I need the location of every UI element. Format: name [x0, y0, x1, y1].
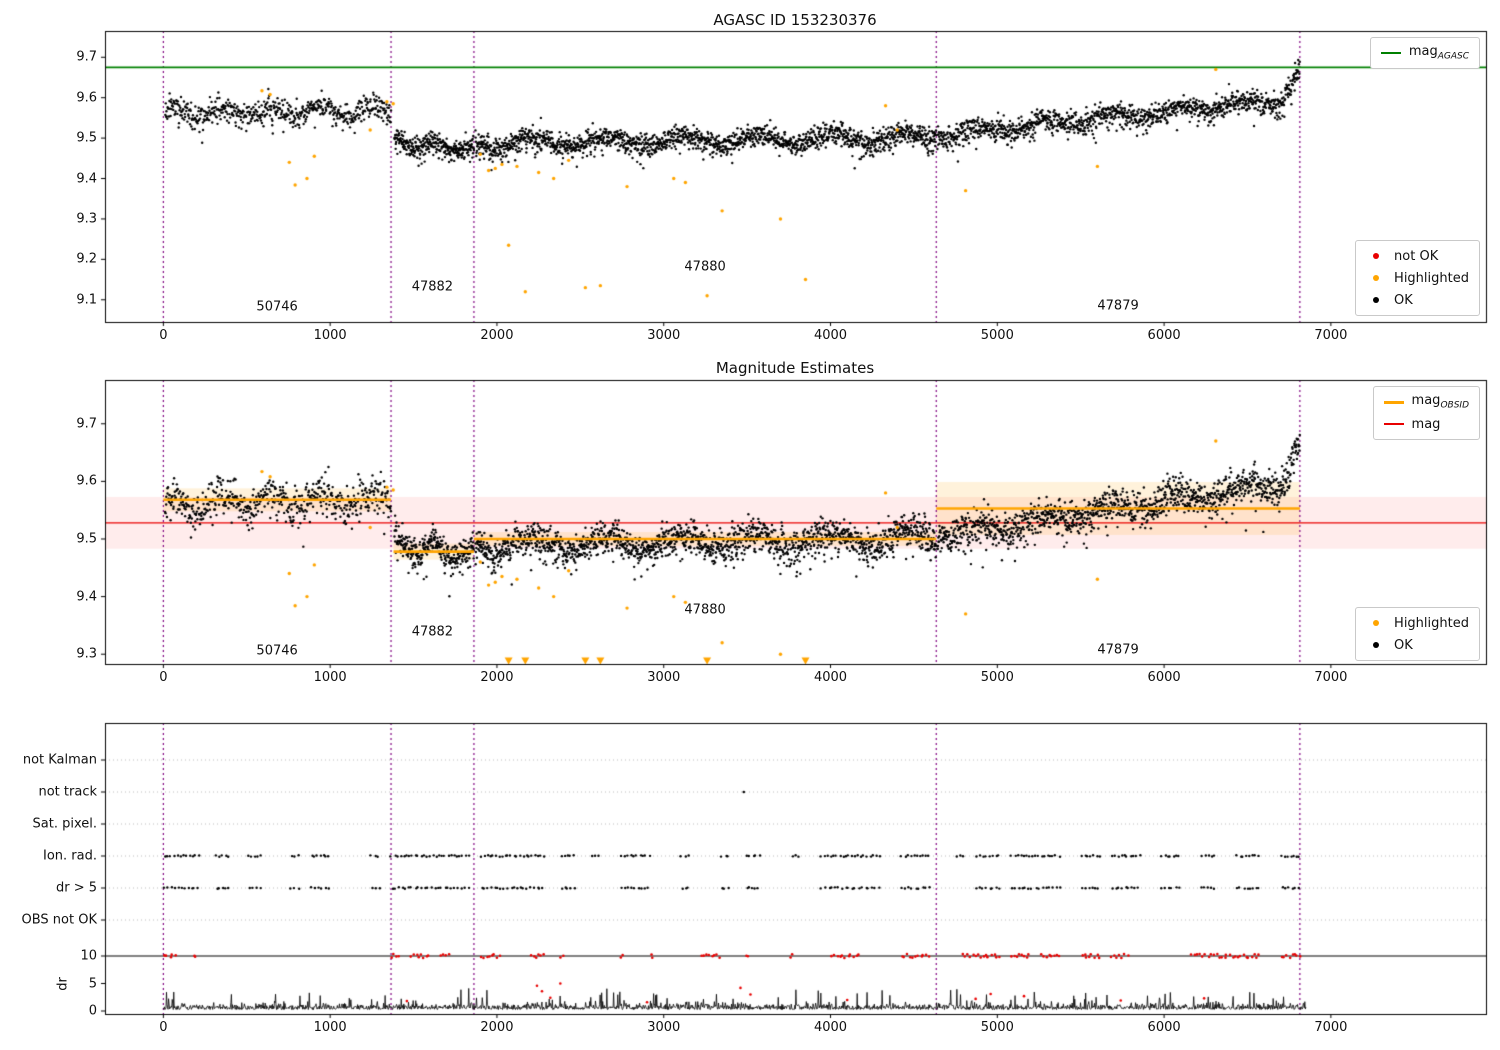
legend-item-highlighted: Highlighted	[1366, 267, 1469, 289]
legend-text: mag	[1411, 416, 1441, 432]
legend-label-ok-2: OK	[1394, 637, 1413, 653]
legend-item-highlighted-2: Highlighted	[1366, 612, 1469, 634]
highlighted-dot-swatch	[1373, 620, 1380, 626]
legend-item-not-ok: not OK	[1366, 245, 1469, 267]
ok-dot-swatch	[1373, 642, 1380, 648]
legend-sub: AGASC	[1437, 51, 1469, 62]
mag-line-swatch	[1383, 423, 1404, 425]
legend-label-highlighted: Highlighted	[1394, 270, 1469, 286]
plot1-legend-top: magAGASC	[1369, 37, 1480, 69]
ok-dot-swatch	[1373, 297, 1380, 303]
legend-label-ok: OK	[1394, 292, 1413, 308]
legend-item-ok: OK	[1366, 289, 1469, 311]
plot2-legend-top: magOBSID mag	[1372, 386, 1480, 440]
legend-sub: OBSID	[1440, 400, 1469, 411]
legend-text: mag	[1408, 44, 1438, 60]
legend-label-mag: mag	[1412, 417, 1441, 432]
not-ok-dot-swatch	[1373, 253, 1380, 259]
legend-label-mag-obsid: magOBSID	[1412, 393, 1469, 411]
legend-item-ok-2: OK	[1366, 634, 1469, 656]
legend-item-mag-agasc: magAGASC	[1380, 42, 1469, 64]
legend-text: mag	[1411, 393, 1441, 409]
plot1-legend-markers: not OK Highlighted OK	[1355, 240, 1480, 316]
highlighted-dot-swatch	[1373, 275, 1380, 281]
legend-label-highlighted-2: Highlighted	[1394, 615, 1469, 631]
plot2-title: Magnitude Estimates	[715, 359, 875, 377]
legend-item-mag-obsid: magOBSID	[1383, 391, 1469, 413]
mag-obsid-line-swatch	[1383, 400, 1404, 404]
mag-agasc-line-swatch	[1380, 52, 1401, 54]
plot2-legend-markers: Highlighted OK	[1355, 607, 1480, 661]
legend-label-not-ok: not OK	[1394, 248, 1439, 264]
plot1-title: AGASC ID 153230376	[713, 11, 877, 29]
legend-item-mag: mag	[1383, 413, 1469, 435]
legend-label-mag-agasc: magAGASC	[1409, 44, 1469, 62]
